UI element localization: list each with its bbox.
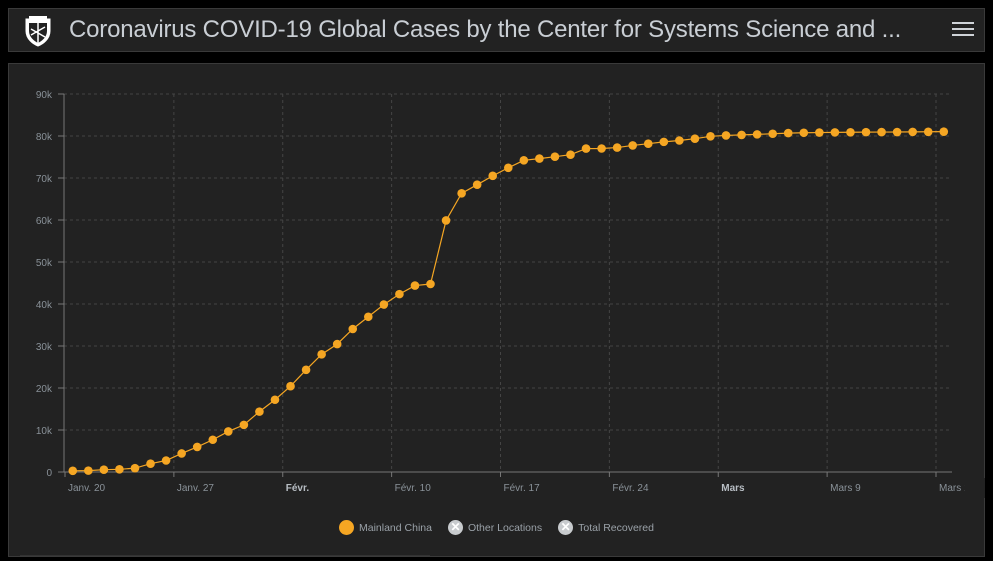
data-point (550, 152, 560, 161)
data-point (208, 435, 218, 445)
x-tick-label: Janv. 27 (177, 483, 214, 494)
data-point (846, 127, 855, 137)
data-point (301, 365, 311, 375)
legend-marker-icon (339, 520, 354, 535)
data-point (877, 127, 886, 137)
data-point (363, 312, 373, 322)
data-point (566, 150, 575, 159)
x-tick-label: Mars 16 (939, 483, 976, 494)
data-point (410, 281, 420, 290)
data-point (348, 324, 358, 334)
data-point (503, 163, 513, 173)
data-point (224, 427, 233, 436)
x-tick-label: Févr. (286, 483, 310, 494)
data-point (861, 127, 871, 137)
data-point (332, 339, 342, 349)
x-tick-label: Janv. 20 (68, 483, 105, 494)
hamburger-menu-icon[interactable] (952, 19, 974, 41)
data-point (799, 128, 809, 138)
y-tick-label: 40k (36, 300, 53, 311)
data-point (192, 442, 202, 452)
y-tick-label: 80k (36, 132, 53, 143)
series-line-mainland-china (72, 131, 944, 472)
data-point (115, 465, 124, 474)
x-tick-label: Févr. 24 (612, 483, 649, 494)
legend-disabled-x-icon (447, 520, 463, 535)
data-point (472, 180, 482, 189)
y-tick-label: 10k (36, 426, 53, 437)
data-point (177, 449, 186, 458)
data-point (783, 128, 793, 138)
data-point (675, 136, 684, 145)
data-point (84, 466, 93, 475)
data-point (457, 188, 466, 198)
data-point (161, 456, 171, 465)
y-tick-label: 50k (36, 258, 53, 269)
data-point (721, 131, 731, 140)
data-point (395, 289, 404, 299)
data-point (441, 216, 451, 225)
data-point (908, 127, 917, 137)
y-tick-label: 0 (46, 468, 52, 479)
data-point (737, 130, 746, 140)
data-point (939, 127, 949, 136)
data-point (488, 171, 498, 181)
data-point (239, 420, 249, 430)
data-point (270, 395, 280, 405)
chart-legend: Mainland China Other Locations Total Rec… (0, 520, 993, 535)
data-point (768, 129, 777, 139)
chart-panel (8, 63, 985, 557)
y-tick-label: 70k (36, 174, 53, 185)
data-point (146, 459, 155, 468)
data-point (99, 465, 109, 475)
data-point (379, 300, 389, 309)
y-tick-label: 30k (36, 342, 53, 353)
legend-disabled-x-icon (558, 520, 574, 535)
x-tick-label: Mars (721, 483, 745, 494)
x-tick-label: Févr. 17 (504, 483, 541, 494)
legend-label: Total Recovered (578, 521, 654, 534)
data-point (317, 350, 326, 359)
data-point (519, 156, 529, 165)
data-point (68, 466, 78, 476)
app-header: Coronavirus COVID-19 Global Cases by the… (8, 8, 985, 52)
data-point (815, 128, 824, 137)
data-point (706, 131, 715, 141)
x-tick-label: Mars 9 (830, 483, 861, 494)
data-point (286, 381, 295, 391)
axis-label-clip-edge (985, 478, 993, 498)
y-tick-label: 90k (36, 90, 53, 101)
data-point (597, 144, 606, 153)
data-point (830, 128, 840, 137)
data-point (923, 127, 933, 137)
panel-tab-strip (20, 555, 430, 561)
data-point (659, 137, 669, 147)
app-title: Coronavirus COVID-19 Global Cases by the… (69, 16, 902, 43)
data-point (628, 141, 638, 150)
legend-label: Other Locations (467, 521, 543, 534)
data-point (581, 144, 591, 153)
university-shield-logo (25, 16, 51, 47)
data-point (643, 139, 653, 149)
y-tick-label: 20k (36, 384, 53, 395)
data-point (612, 143, 622, 152)
data-point (690, 134, 700, 144)
x-tick-label: Févr. 10 (395, 483, 432, 494)
data-point (130, 463, 140, 473)
y-tick-label: 60k (36, 216, 53, 227)
data-point (426, 279, 435, 289)
legend-label: Mainland China (359, 521, 432, 534)
data-point (255, 407, 264, 416)
legend-item-mainland-china[interactable]: Mainland China (339, 520, 432, 535)
legend-item-total-recovered[interactable]: Total Recovered (558, 520, 654, 535)
data-point (892, 127, 902, 137)
data-point (535, 154, 544, 163)
legend-item-other-locations[interactable]: Other Locations (447, 520, 543, 535)
data-point (752, 130, 762, 139)
